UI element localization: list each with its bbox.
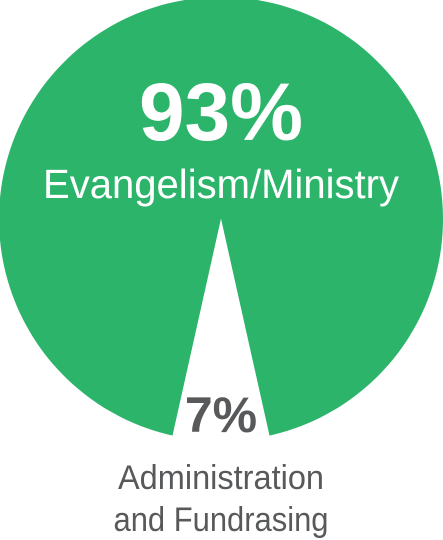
slice-percent-evangelism: 93% bbox=[139, 67, 303, 158]
pie-slices bbox=[0, 0, 443, 441]
slice-label-administration-line2: and Fundrasing bbox=[114, 501, 329, 539]
slice-label-evangelism: Evangelism/Ministry bbox=[43, 161, 399, 207]
slice-percent-administration: 7% bbox=[185, 387, 257, 443]
pie-slice-evangelism bbox=[0, 0, 443, 436]
slice-label-administration-line1: Administration bbox=[118, 459, 324, 497]
pie-slice-administration bbox=[172, 219, 270, 441]
